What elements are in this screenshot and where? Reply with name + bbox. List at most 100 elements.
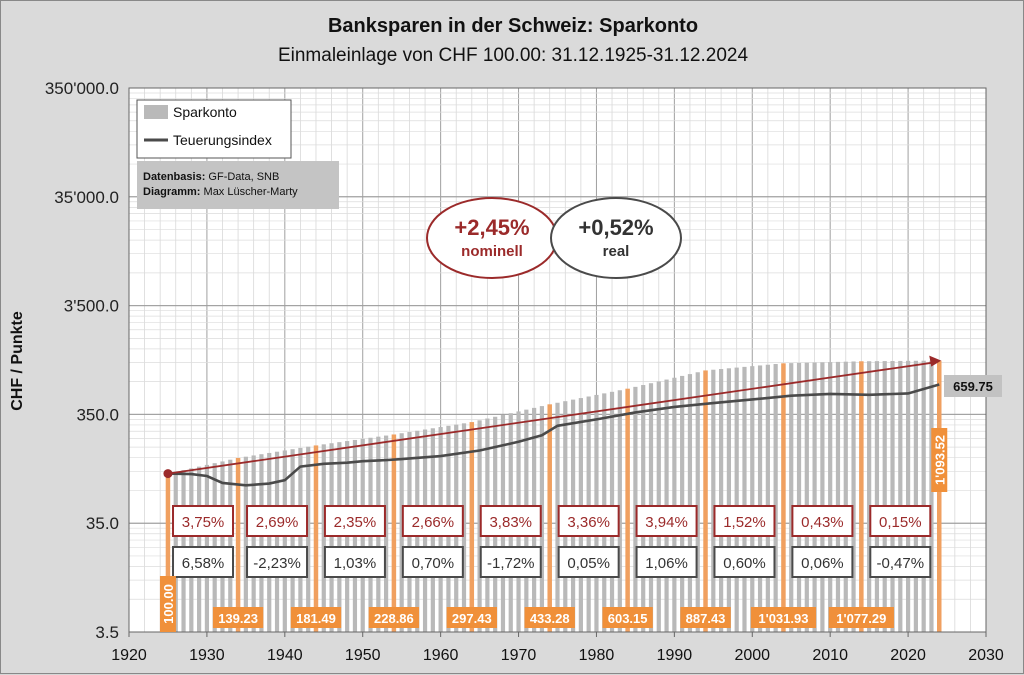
bar-sparkonto <box>228 459 233 632</box>
real-summary-ellipse <box>550 197 682 279</box>
value-label: 100.00 <box>161 584 176 624</box>
bar-milestone <box>391 434 397 632</box>
source-note-line2: Diagramm: Max Lüscher-Marty <box>143 186 298 198</box>
bar-sparkonto <box>384 435 389 632</box>
bar-sparkonto <box>742 366 747 632</box>
x-tick-label: 1990 <box>657 647 693 664</box>
value-label: 1'077.29 <box>836 611 886 626</box>
bar-sparkonto <box>282 450 287 632</box>
bar-sparkonto <box>274 451 280 632</box>
value-label: 297.43 <box>452 611 492 626</box>
nominal-rate-label: 3,75% <box>182 514 225 531</box>
bar-sparkonto <box>750 366 755 632</box>
series-line-teuerungsindex <box>167 383 940 487</box>
bar-sparkonto <box>711 369 716 632</box>
real-rate-box <box>479 546 542 578</box>
value-label-box <box>368 607 420 628</box>
real-rate-box <box>401 546 464 578</box>
value-label-box <box>159 576 176 632</box>
y-tick-label: 35'000.0 <box>54 188 119 207</box>
real-rate-box <box>791 546 854 578</box>
bar-sparkonto <box>828 362 833 632</box>
source-note-box <box>137 161 339 209</box>
arrow-head <box>929 355 942 367</box>
plot-border <box>128 87 987 633</box>
bar-sparkonto <box>539 406 545 632</box>
nominal-summary-value: +2,45% <box>454 215 529 240</box>
bar-sparkonto <box>851 361 856 632</box>
real-rate-box <box>246 546 309 578</box>
bar-sparkonto <box>898 360 903 632</box>
real-rate-label: -2,23% <box>253 555 301 572</box>
x-tick-label: 1980 <box>579 647 615 664</box>
real-rate-label: 6,58% <box>182 555 225 572</box>
real-rate-label: 0,06% <box>801 555 844 572</box>
value-label: 603.15 <box>608 611 648 626</box>
y-tick-label: 350.0 <box>76 405 119 424</box>
value-label-box <box>750 607 817 628</box>
nominal-rate-label: 2,69% <box>256 514 299 531</box>
bar-sparkonto <box>719 369 724 632</box>
bar-sparkonto <box>905 360 911 632</box>
bar-sparkonto <box>633 386 638 632</box>
real-rate-box <box>713 546 776 578</box>
bar-milestone <box>547 404 552 632</box>
bar-milestone <box>469 422 475 632</box>
value-label: 139.23 <box>218 611 258 626</box>
bar-sparkonto <box>789 363 794 632</box>
nominal-rate-box <box>869 505 932 537</box>
value-label: 1'093.52 <box>932 435 947 485</box>
x-tick-label: 1960 <box>423 647 459 664</box>
bar-sparkonto <box>461 423 467 632</box>
bar-sparkonto <box>835 361 841 632</box>
bar-sparkonto <box>251 455 256 632</box>
y-tick-label: 3'500.0 <box>64 297 119 316</box>
y-tick-label: 350'000.0 <box>45 79 119 98</box>
y-tick-label: 3.5 <box>95 623 119 642</box>
real-rate-box <box>323 546 386 578</box>
bar-sparkonto <box>617 390 622 632</box>
nominal-summary-label: nominell <box>461 243 523 260</box>
value-label: 433.28 <box>530 611 570 626</box>
value-label-box <box>446 607 497 628</box>
x-tick-label: 1920 <box>111 647 147 664</box>
real-rate-box <box>172 546 235 578</box>
bar-sparkonto <box>882 361 887 632</box>
bar-milestone <box>781 363 786 632</box>
legend-swatch-sparkonto <box>144 105 168 119</box>
bar-sparkonto <box>812 362 817 632</box>
value-label-box <box>212 607 264 628</box>
bar-sparkonto <box>843 361 848 632</box>
nominal-rate-box <box>172 505 235 537</box>
nominal-rate-box <box>401 505 464 537</box>
real-summary-label: real <box>603 243 630 260</box>
value-label: 228.86 <box>374 611 414 626</box>
nominal-rate-label: 2,66% <box>412 514 455 531</box>
value-label-box <box>290 607 342 628</box>
bar-sparkonto <box>726 368 731 632</box>
nominal-rate-label: 3,83% <box>489 514 532 531</box>
bar-sparkonto <box>867 361 872 632</box>
x-tick-label: 1930 <box>189 647 225 664</box>
y-tick-label: 35.0 <box>86 514 119 533</box>
bar-sparkonto <box>259 454 264 632</box>
real-summary-value: +0,52% <box>578 215 653 240</box>
legend-label-sparkonto: Sparkonto <box>173 104 237 120</box>
x-tick-label: 2030 <box>968 647 1004 664</box>
y-axis-label: CHF / Punkte <box>9 311 26 411</box>
nominal-rate-label: 1,52% <box>723 514 766 531</box>
bar-sparkonto <box>773 364 778 632</box>
real-rate-label: -1,72% <box>487 555 535 572</box>
nominal-rate-label: 0,43% <box>801 514 844 531</box>
bar-sparkonto <box>913 360 918 632</box>
chart-subtitle: Einmaleinlage von CHF 100.00: 31.12.1925… <box>278 45 748 66</box>
nominal-rate-box <box>323 505 386 537</box>
x-tick-label: 1950 <box>345 647 381 664</box>
bar-sparkonto <box>765 364 770 632</box>
bar-sparkonto <box>734 367 739 632</box>
bar-sparkonto <box>874 361 880 632</box>
real-rate-label: 0,70% <box>412 555 455 572</box>
real-rate-label: 0,60% <box>723 555 766 572</box>
real-rate-label: -0,47% <box>877 555 925 572</box>
